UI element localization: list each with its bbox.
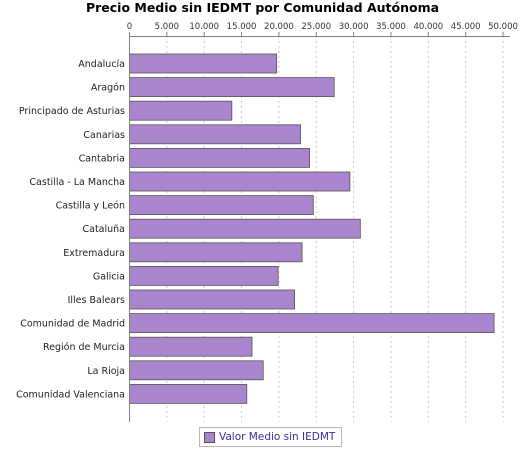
bar xyxy=(129,218,361,239)
tick-label: 5.000 xyxy=(155,22,179,32)
bar xyxy=(129,77,335,97)
bar xyxy=(129,171,351,192)
category-label: Aragón xyxy=(91,83,125,94)
category-label: Cantabria xyxy=(79,153,125,164)
tick-label: 50.000 xyxy=(488,22,518,32)
category-label: Comunidad Valenciana xyxy=(16,389,125,400)
grid-lines xyxy=(166,36,504,422)
category-label: Illes Balears xyxy=(68,295,125,306)
bar xyxy=(129,383,248,404)
tick-label: 0 xyxy=(127,22,132,32)
x-axis-ticks: 0 5.000 10.000 15.000 20.000 25.000 30.000 35.0… xyxy=(127,22,518,36)
bar xyxy=(129,124,301,145)
bar xyxy=(129,289,296,310)
tick-label: 45.000 xyxy=(451,22,481,32)
category-label: La Rioja xyxy=(87,366,125,377)
category-label: Extremadura xyxy=(63,248,125,259)
bar xyxy=(129,100,233,121)
category-label: Región de Murcia xyxy=(43,342,125,353)
legend-label: Valor Medio sin IEDMT xyxy=(219,431,336,443)
legend-swatch xyxy=(204,431,215,443)
category-label: Principado de Asturias xyxy=(19,106,125,117)
bar xyxy=(129,336,253,357)
category-label: Canarias xyxy=(83,130,125,141)
tick-label: 10.000 xyxy=(189,22,219,32)
category-labels: Andalucía Aragón Principado de Asturias Can… xyxy=(16,59,125,400)
category-label: Galicia xyxy=(93,271,125,282)
chart-title: Precio Medio sin IEDMT por Comunidad Aut… xyxy=(85,0,440,15)
bar xyxy=(129,313,495,334)
bar xyxy=(129,265,279,286)
tick-label: 25.000 xyxy=(301,22,331,32)
category-label: Castilla - La Mancha xyxy=(29,177,125,188)
bar xyxy=(129,147,310,168)
bar xyxy=(129,195,314,216)
tick-label: 20.000 xyxy=(264,22,294,32)
tick-label: 15.000 xyxy=(227,22,257,32)
bar xyxy=(129,360,264,381)
category-label: Comunidad de Madrid xyxy=(20,319,125,330)
category-label: Castilla y León xyxy=(56,201,125,212)
legend: Valor Medio sin IEDMT xyxy=(199,427,343,447)
category-label: Cataluña xyxy=(82,224,125,235)
bar xyxy=(129,242,303,263)
category-label: Andalucía xyxy=(78,59,125,70)
tick-label: 30.000 xyxy=(339,22,369,32)
bar xyxy=(129,53,278,74)
tick-label: 40.000 xyxy=(413,22,443,32)
tick-label: 35.000 xyxy=(376,22,406,32)
bars xyxy=(129,53,495,404)
